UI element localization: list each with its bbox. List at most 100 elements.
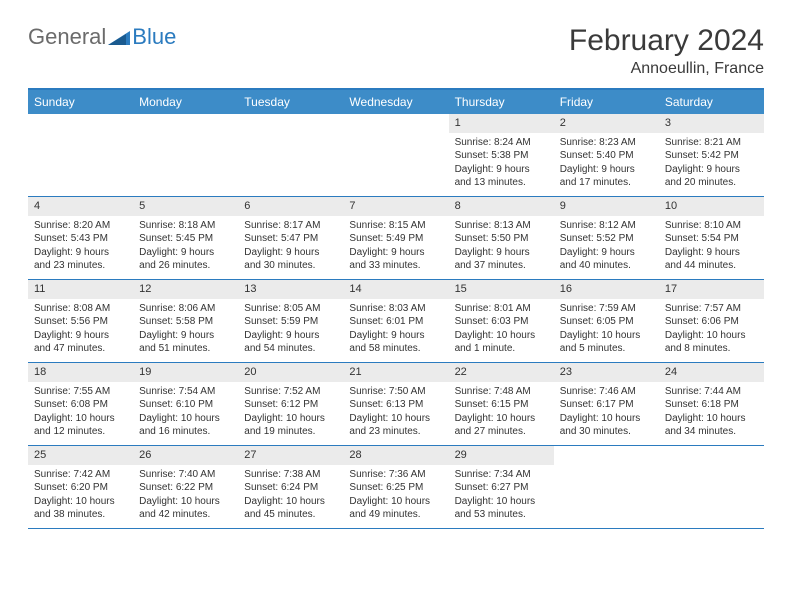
- day-cell: 14Sunrise: 8:03 AMSunset: 6:01 PMDayligh…: [343, 280, 448, 362]
- sunset-text: Sunset: 6:01 PM: [349, 315, 442, 329]
- logo-text-general: General: [28, 24, 106, 50]
- day-cell: 17Sunrise: 7:57 AMSunset: 6:06 PMDayligh…: [659, 280, 764, 362]
- day-cell: 12Sunrise: 8:06 AMSunset: 5:58 PMDayligh…: [133, 280, 238, 362]
- sunrise-text: Sunrise: 7:48 AM: [455, 385, 548, 399]
- logo-text-blue: Blue: [132, 24, 176, 50]
- day-number: [343, 114, 448, 133]
- daylight-text: Daylight: 10 hours and 12 minutes.: [34, 412, 127, 439]
- logo: General Blue: [28, 24, 176, 50]
- sunset-text: Sunset: 5:58 PM: [139, 315, 232, 329]
- day-body: Sunrise: 8:15 AMSunset: 5:49 PMDaylight:…: [343, 216, 448, 279]
- week-row: 1 Sunrise: 8:24 AMSunset: 5:38 PMDaylight…: [28, 114, 764, 197]
- sunset-text: Sunset: 5:52 PM: [560, 232, 653, 246]
- day-cell: 24Sunrise: 7:44 AMSunset: 6:18 PMDayligh…: [659, 363, 764, 445]
- day-number: 24: [659, 363, 764, 382]
- day-body: Sunrise: 8:23 AMSunset: 5:40 PMDaylight:…: [554, 133, 659, 196]
- day-body: Sunrise: 7:52 AMSunset: 6:12 PMDaylight:…: [238, 382, 343, 445]
- day-cell: [343, 114, 448, 196]
- sunset-text: Sunset: 6:18 PM: [665, 398, 758, 412]
- sunset-text: Sunset: 5:38 PM: [455, 149, 548, 163]
- day-number: 27: [238, 446, 343, 465]
- sunset-text: Sunset: 5:56 PM: [34, 315, 127, 329]
- day-cell: 9Sunrise: 8:12 AMSunset: 5:52 PMDaylight…: [554, 197, 659, 279]
- sunset-text: Sunset: 5:47 PM: [244, 232, 337, 246]
- day-number: 15: [449, 280, 554, 299]
- day-body: Sunrise: 7:57 AMSunset: 6:06 PMDaylight:…: [659, 299, 764, 362]
- sunset-text: Sunset: 6:08 PM: [34, 398, 127, 412]
- sunset-text: Sunset: 5:43 PM: [34, 232, 127, 246]
- day-cell: 29Sunrise: 7:34 AMSunset: 6:27 PMDayligh…: [449, 446, 554, 528]
- day-header: Tuesday: [238, 90, 343, 114]
- day-number: 1: [449, 114, 554, 133]
- daylight-text: Daylight: 9 hours and 26 minutes.: [139, 246, 232, 273]
- sunrise-text: Sunrise: 8:12 AM: [560, 219, 653, 233]
- day-cell: 25Sunrise: 7:42 AMSunset: 6:20 PMDayligh…: [28, 446, 133, 528]
- day-cell: 3Sunrise: 8:21 AMSunset: 5:42 PMDaylight…: [659, 114, 764, 196]
- week-row: 4Sunrise: 8:20 AMSunset: 5:43 PMDaylight…: [28, 197, 764, 280]
- daylight-text: Daylight: 10 hours and 23 minutes.: [349, 412, 442, 439]
- day-cell: 6Sunrise: 8:17 AMSunset: 5:47 PMDaylight…: [238, 197, 343, 279]
- daylight-text: Daylight: 9 hours and 37 minutes.: [455, 246, 548, 273]
- day-body: Sunrise: 7:36 AMSunset: 6:25 PMDaylight:…: [343, 465, 448, 528]
- day-number: 20: [238, 363, 343, 382]
- day-cell: [133, 114, 238, 196]
- daylight-text: Daylight: 9 hours and 47 minutes.: [34, 329, 127, 356]
- daylight-text: Daylight: 10 hours and 45 minutes.: [244, 495, 337, 522]
- sunrise-text: Sunrise: 7:46 AM: [560, 385, 653, 399]
- day-cell: 4Sunrise: 8:20 AMSunset: 5:43 PMDaylight…: [28, 197, 133, 279]
- sunrise-text: Sunrise: 7:40 AM: [139, 468, 232, 482]
- sunrise-text: Sunrise: 7:34 AM: [455, 468, 548, 482]
- day-number: 29: [449, 446, 554, 465]
- day-cell: 16Sunrise: 7:59 AMSunset: 6:05 PMDayligh…: [554, 280, 659, 362]
- daylight-text: Daylight: 10 hours and 27 minutes.: [455, 412, 548, 439]
- daylight-text: Daylight: 9 hours and 54 minutes.: [244, 329, 337, 356]
- day-cell: [28, 114, 133, 196]
- day-cell: 5Sunrise: 8:18 AMSunset: 5:45 PMDaylight…: [133, 197, 238, 279]
- sunrise-text: Sunrise: 7:52 AM: [244, 385, 337, 399]
- day-cell: 19Sunrise: 7:54 AMSunset: 6:10 PMDayligh…: [133, 363, 238, 445]
- daylight-text: Daylight: 9 hours and 23 minutes.: [34, 246, 127, 273]
- week-row: 25Sunrise: 7:42 AMSunset: 6:20 PMDayligh…: [28, 446, 764, 529]
- day-number: 5: [133, 197, 238, 216]
- daylight-text: Daylight: 9 hours and 40 minutes.: [560, 246, 653, 273]
- day-number: [133, 114, 238, 133]
- day-cell: 2Sunrise: 8:23 AMSunset: 5:40 PMDaylight…: [554, 114, 659, 196]
- sunrise-text: Sunrise: 8:06 AM: [139, 302, 232, 316]
- day-number: 23: [554, 363, 659, 382]
- location: Annoeullin, France: [569, 60, 764, 78]
- sunset-text: Sunset: 6:20 PM: [34, 481, 127, 495]
- day-number: 16: [554, 280, 659, 299]
- daylight-text: Daylight: 10 hours and 38 minutes.: [34, 495, 127, 522]
- sunset-text: Sunset: 6:27 PM: [455, 481, 548, 495]
- sunrise-text: Sunrise: 8:23 AM: [560, 136, 653, 150]
- sunset-text: Sunset: 6:12 PM: [244, 398, 337, 412]
- title-block: February 2024 Annoeullin, France: [569, 24, 764, 78]
- daylight-text: Daylight: 9 hours and 13 minutes.: [455, 163, 548, 190]
- sunset-text: Sunset: 6:22 PM: [139, 481, 232, 495]
- sunrise-text: Sunrise: 8:10 AM: [665, 219, 758, 233]
- day-header: Sunday: [28, 90, 133, 114]
- daylight-text: Daylight: 9 hours and 51 minutes.: [139, 329, 232, 356]
- day-body: Sunrise: 8:18 AMSunset: 5:45 PMDaylight:…: [133, 216, 238, 279]
- day-header: Saturday: [659, 90, 764, 114]
- day-header: Thursday: [449, 90, 554, 114]
- day-number: 25: [28, 446, 133, 465]
- daylight-text: Daylight: 9 hours and 30 minutes.: [244, 246, 337, 273]
- day-number: 19: [133, 363, 238, 382]
- sunrise-text: Sunrise: 8:08 AM: [34, 302, 127, 316]
- day-number: [238, 114, 343, 133]
- sunrise-text: Sunrise: 8:24 AM: [455, 136, 548, 150]
- calendar: SundayMondayTuesdayWednesdayThursdayFrid…: [28, 88, 764, 529]
- day-body: Sunrise: 8:10 AMSunset: 5:54 PMDaylight:…: [659, 216, 764, 279]
- sunrise-text: Sunrise: 8:13 AM: [455, 219, 548, 233]
- sunset-text: Sunset: 5:59 PM: [244, 315, 337, 329]
- day-body: Sunrise: 8:17 AMSunset: 5:47 PMDaylight:…: [238, 216, 343, 279]
- day-cell: 8Sunrise: 8:13 AMSunset: 5:50 PMDaylight…: [449, 197, 554, 279]
- day-cell: 10Sunrise: 8:10 AMSunset: 5:54 PMDayligh…: [659, 197, 764, 279]
- day-header: Wednesday: [343, 90, 448, 114]
- sunrise-text: Sunrise: 7:50 AM: [349, 385, 442, 399]
- day-body: Sunrise: 7:55 AMSunset: 6:08 PMDaylight:…: [28, 382, 133, 445]
- sunset-text: Sunset: 6:24 PM: [244, 481, 337, 495]
- day-body: Sunrise: 8:08 AMSunset: 5:56 PMDaylight:…: [28, 299, 133, 362]
- sunrise-text: Sunrise: 8:01 AM: [455, 302, 548, 316]
